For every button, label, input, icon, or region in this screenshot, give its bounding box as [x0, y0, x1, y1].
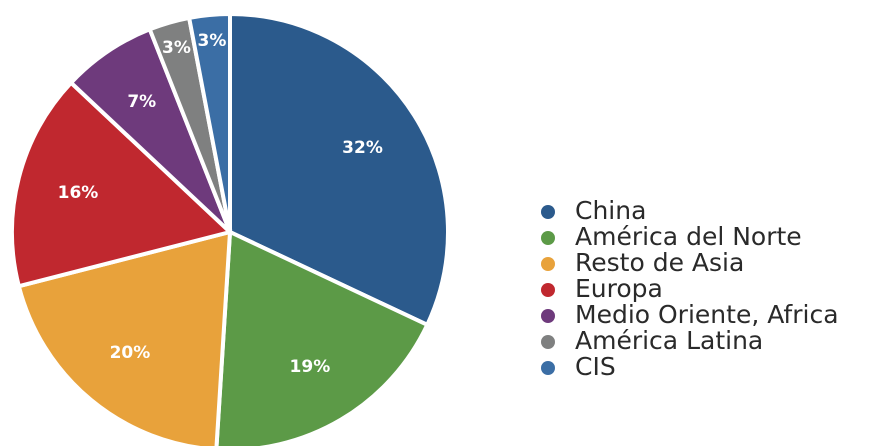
legend-marker — [541, 283, 555, 297]
data-label: 7% — [127, 92, 156, 112]
legend-label: América Latina — [575, 326, 763, 355]
legend-marker — [541, 205, 555, 219]
legend-marker — [541, 309, 555, 323]
pie-slice — [10, 79, 235, 289]
legend-label: CIS — [575, 352, 616, 381]
data-label: 19% — [290, 357, 331, 377]
legend-marker — [541, 335, 555, 349]
pie-slice — [228, 11, 450, 328]
legend-label: Medio Oriente, Africa — [575, 300, 839, 329]
pie-slice — [214, 228, 430, 446]
data-label: 3% — [198, 31, 227, 51]
pie-slice — [186, 11, 232, 233]
legend-marker — [541, 257, 555, 271]
legend-marker — [541, 361, 555, 375]
legend-marker — [541, 231, 555, 245]
legend-label: América del Norte — [575, 222, 802, 251]
legend-label: Europa — [575, 274, 663, 303]
data-label: 32% — [342, 138, 383, 158]
data-label: 3% — [162, 38, 191, 58]
legend-label: China — [575, 196, 646, 225]
legend-label: Resto de Asia — [575, 248, 744, 277]
data-label: 16% — [58, 183, 99, 203]
data-label: 20% — [110, 343, 151, 363]
